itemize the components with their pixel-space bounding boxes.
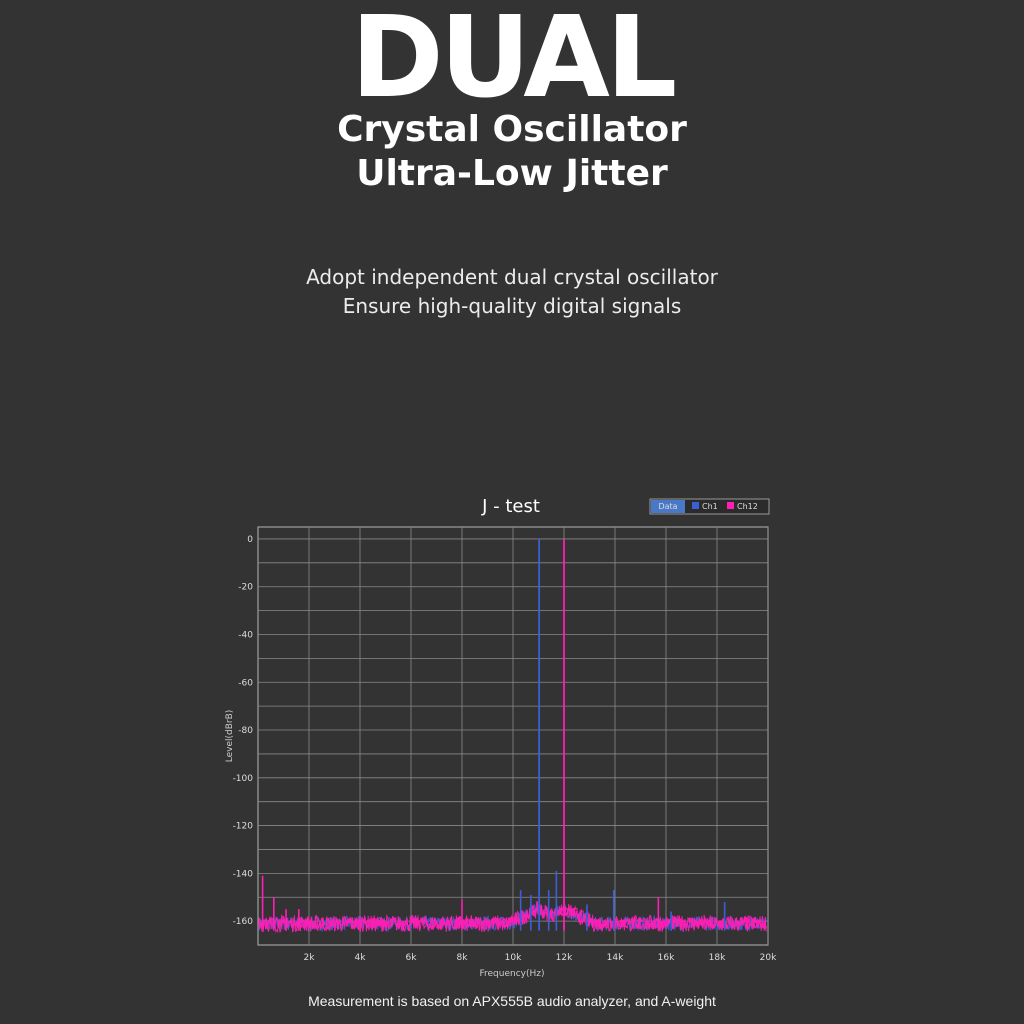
x-tick-label: 14k <box>607 953 624 963</box>
x-tick-label: 4k <box>355 953 367 963</box>
x-tick-label: 10k <box>505 953 522 963</box>
legend-swatch-ch1 <box>692 502 699 509</box>
x-tick-label: 12k <box>556 953 573 963</box>
subtitle-line-2: Ultra-Low Jitter <box>356 153 668 194</box>
y-tick-label: -120 <box>233 822 254 832</box>
legend-swatch-ch12 <box>727 502 734 509</box>
y-tick-label: -20 <box>238 583 253 593</box>
description-line-2: Ensure high-quality digital signals <box>342 294 682 318</box>
y-axis-ticks: 0 -20 -40 -60 -80 -100 -120 -140 -160 <box>233 535 254 927</box>
noise-floor <box>258 900 768 934</box>
chart-legend: Data Ch1 Ch12 <box>649 498 770 515</box>
description-line-1: Adopt independent dual crystal oscillato… <box>306 265 718 289</box>
y-tick-label: -160 <box>233 917 254 927</box>
x-axis-label: Frequency(Hz) <box>479 969 544 979</box>
legend-data-header: Data <box>658 502 677 511</box>
y-axis-label: Level(dBrB) <box>225 710 235 763</box>
spur-lines <box>261 538 726 931</box>
x-axis-ticks: 2k 4k 6k 8k 10k 12k 14k 16k 18k 20k <box>304 953 778 963</box>
y-tick-label: -40 <box>238 630 253 640</box>
chart-title: J - test <box>481 496 540 517</box>
subtitle-line-1: Crystal Oscillator <box>337 109 687 150</box>
x-tick-label: 6k <box>406 953 418 963</box>
x-tick-label: 2k <box>304 953 316 963</box>
legend-data-header-bg <box>651 500 685 513</box>
page-title: DUAL <box>350 0 678 123</box>
y-tick-label: -140 <box>233 869 254 879</box>
x-tick-label: 20k <box>760 953 777 963</box>
legend-label-ch12: Ch12 <box>737 502 758 511</box>
y-tick-label: -60 <box>238 678 253 688</box>
x-tick-label: 8k <box>457 953 469 963</box>
y-tick-label: 0 <box>247 535 253 545</box>
footnote: Measurement is based on APX555B audio an… <box>308 993 716 1009</box>
y-tick-label: -80 <box>238 726 253 736</box>
x-tick-label: 16k <box>658 953 675 963</box>
noise-trace <box>258 904 768 931</box>
legend-label-ch1: Ch1 <box>702 502 718 511</box>
x-tick-label: 18k <box>709 953 726 963</box>
y-tick-label: -100 <box>233 774 254 784</box>
